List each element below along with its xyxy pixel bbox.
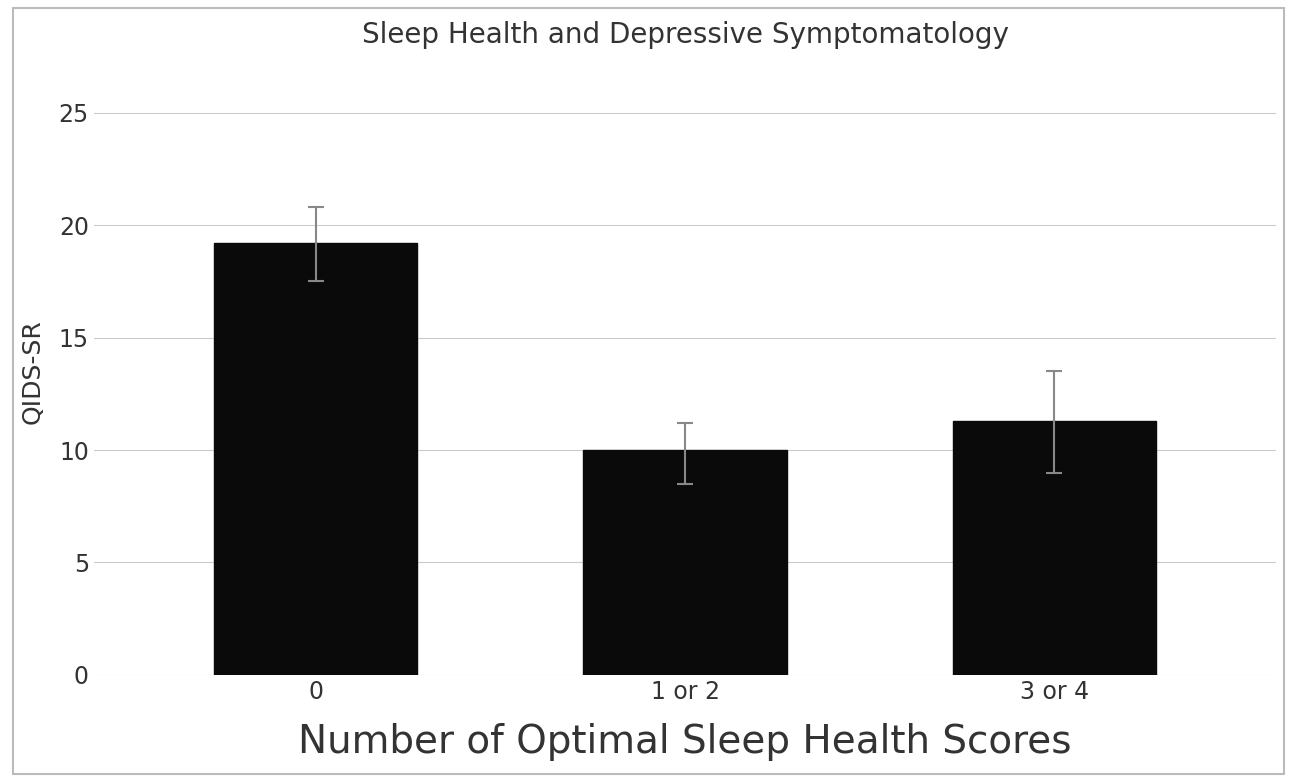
Bar	[953, 421, 1156, 675]
X-axis label: Number of Optimal Sleep Health Scores: Number of Optimal Sleep Health Scores	[298, 723, 1071, 761]
Y-axis label: QIDS-SR: QIDS-SR	[21, 319, 45, 424]
Bar	[584, 450, 786, 675]
Bar	[214, 243, 418, 675]
Title: Sleep Health and Depressive Symptomatology: Sleep Health and Depressive Symptomatolo…	[362, 21, 1009, 48]
